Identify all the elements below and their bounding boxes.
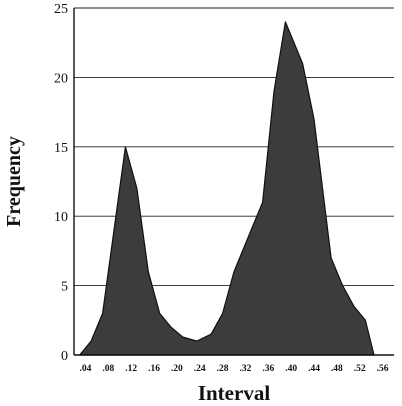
x-axis-title: Interval bbox=[198, 381, 270, 405]
x-tick-label-24: .24 bbox=[194, 364, 206, 374]
y-tick-label-0: 0 bbox=[61, 349, 68, 364]
x-tick-labels: .04 .08 .12 .16 .20 .24 .28 .32 .36 .40 .44 .48 .52.… bbox=[79, 364, 388, 374]
x-tick-label-12: .12 bbox=[125, 364, 137, 374]
area-series-0 bbox=[79, 21, 375, 356]
y-tick-label-20: 20 bbox=[54, 71, 68, 86]
y-tick-labels: 0 5 10 15 20 25 bbox=[54, 2, 68, 364]
x-tick-label-52: .52 bbox=[354, 364, 366, 374]
x-tick-label-32: .32 bbox=[239, 364, 251, 374]
x-tick-label-28: .28 bbox=[217, 364, 229, 374]
x-tick-label-20: .20 bbox=[171, 364, 183, 374]
y-tick-label-25: 25 bbox=[54, 2, 68, 17]
x-tick-label-04: .04 bbox=[79, 364, 91, 374]
y-tick-label-5: 5 bbox=[61, 280, 68, 295]
x-tick-label-16: .16 bbox=[148, 364, 160, 374]
y-axis-title: Frequency bbox=[3, 136, 25, 227]
axes bbox=[73, 8, 394, 356]
x-tick-label-08: .08 bbox=[102, 364, 114, 374]
x-tick-label-48: .48 bbox=[331, 364, 343, 374]
x-tick-label-56: .56 bbox=[377, 364, 389, 374]
x-tick-label-36: .36 bbox=[262, 364, 274, 374]
y-tick-label-10: 10 bbox=[54, 210, 68, 225]
plot-area bbox=[79, 21, 375, 356]
x-tick-label-40: .40 bbox=[285, 364, 297, 374]
x-tick-label-44: .44 bbox=[308, 364, 320, 374]
y-tick-label-15: 15 bbox=[54, 141, 68, 156]
